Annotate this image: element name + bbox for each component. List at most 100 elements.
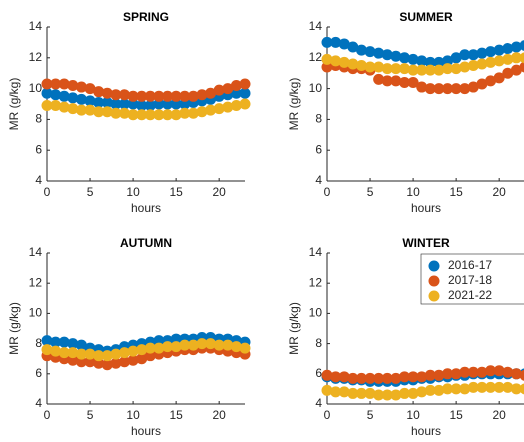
data-point <box>162 90 174 102</box>
data-point <box>93 86 105 98</box>
y-tick-label: 8 <box>315 112 322 126</box>
y-tick-label: 14 <box>309 19 323 33</box>
x-tick-label: 10 <box>406 185 420 199</box>
data-point <box>127 354 139 366</box>
data-point <box>213 339 225 351</box>
data-point <box>213 84 225 96</box>
data-point <box>153 109 165 121</box>
data-point <box>50 100 62 112</box>
data-point <box>230 341 242 353</box>
chart-title: WINTER <box>402 236 450 250</box>
x-axis-label: hours <box>131 424 161 438</box>
data-point <box>205 104 217 116</box>
data-point <box>424 83 436 95</box>
data-point <box>170 90 182 102</box>
chart-title: SPRING <box>123 10 169 24</box>
data-point <box>179 98 191 110</box>
x-tick-label: 5 <box>367 408 374 422</box>
data-point <box>347 387 359 399</box>
data-point <box>390 50 402 62</box>
y-tick-label: 14 <box>29 245 43 259</box>
data-point <box>127 98 139 110</box>
data-point <box>67 347 79 359</box>
data-point <box>110 107 122 119</box>
data-point <box>416 55 428 67</box>
data-point <box>101 359 113 371</box>
data-point <box>144 100 156 112</box>
data-point <box>467 366 479 378</box>
y-tick-label: 4 <box>35 173 42 187</box>
data-point <box>67 338 79 350</box>
data-point <box>424 56 436 68</box>
x-axis-label: hours <box>411 201 441 215</box>
data-point <box>187 90 199 102</box>
data-point <box>179 339 191 351</box>
data-point <box>41 87 53 99</box>
data-point <box>476 381 488 393</box>
data-point <box>84 348 96 360</box>
x-tick-label: 0 <box>44 408 51 422</box>
data-point <box>50 336 62 348</box>
data-point <box>502 53 514 65</box>
data-point <box>162 98 174 110</box>
data-point <box>205 338 217 350</box>
data-point <box>41 78 53 90</box>
data-point <box>58 336 70 348</box>
data-point <box>459 383 471 395</box>
data-point <box>101 96 113 108</box>
data-point <box>170 109 182 121</box>
y-tick-label: 6 <box>315 366 322 380</box>
legend-marker <box>428 290 440 302</box>
x-tick-label: 15 <box>449 185 463 199</box>
data-point <box>93 350 105 362</box>
data-point <box>381 49 393 61</box>
data-point <box>110 89 122 101</box>
data-point <box>407 371 419 383</box>
data-point <box>118 98 130 110</box>
data-point <box>433 369 445 381</box>
data-point <box>390 372 402 384</box>
data-point <box>136 90 148 102</box>
data-point <box>41 344 53 356</box>
data-point <box>510 52 522 64</box>
data-point <box>398 371 410 383</box>
data-point <box>84 356 96 368</box>
data-point <box>50 78 62 90</box>
data-point <box>67 92 79 104</box>
x-tick-label: 5 <box>367 185 374 199</box>
data-point <box>510 41 522 53</box>
data-point <box>381 63 393 75</box>
data-point <box>519 369 524 381</box>
y-tick-label: 10 <box>309 306 323 320</box>
legend-marker <box>428 260 440 272</box>
data-point <box>75 348 87 360</box>
data-point <box>398 63 410 75</box>
data-point <box>390 63 402 75</box>
data-point <box>381 75 393 87</box>
x-tick-label: 20 <box>492 408 506 422</box>
data-point <box>476 366 488 378</box>
x-tick-label: 15 <box>169 408 183 422</box>
y-tick-label: 10 <box>29 306 43 320</box>
data-point <box>330 36 342 48</box>
x-tick-label: 15 <box>169 185 183 199</box>
data-point <box>321 369 333 381</box>
data-point <box>230 100 242 112</box>
y-tick-label: 4 <box>315 396 322 410</box>
data-point <box>179 90 191 102</box>
data-point <box>450 63 462 75</box>
x-tick-label: 10 <box>126 185 140 199</box>
data-point <box>416 371 428 383</box>
data-point <box>459 83 471 95</box>
data-point <box>373 47 385 59</box>
x-tick-label: 15 <box>449 408 463 422</box>
chart-title: AUTUMN <box>120 236 172 250</box>
y-tick-label: 10 <box>29 81 43 95</box>
data-point <box>338 371 350 383</box>
chart-title: SUMMER <box>399 10 453 24</box>
data-point <box>136 353 148 365</box>
data-point <box>187 107 199 119</box>
y-axis-label: MR (g/kg) <box>7 302 21 355</box>
